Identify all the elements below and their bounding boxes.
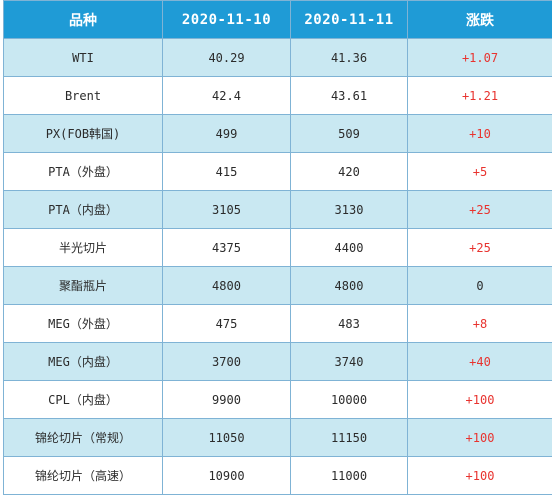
cell-change: +100 bbox=[407, 380, 552, 419]
cell-product: 聚酯瓶片 bbox=[3, 266, 163, 305]
cell-product: MEG（内盘） bbox=[3, 342, 163, 381]
cell-change: +10 bbox=[407, 114, 552, 153]
cell-change: +1.07 bbox=[407, 38, 552, 77]
table-row: MEG（外盘） 475 483 +8 bbox=[3, 304, 552, 343]
cell-change: 0 bbox=[407, 266, 552, 305]
cell-change: +40 bbox=[407, 342, 552, 381]
table-row: WTI 40.29 41.36 +1.07 bbox=[3, 38, 552, 77]
table-row: 锦纶切片（常规） 11050 11150 +100 bbox=[3, 418, 552, 457]
cell-price-date-1: 415 bbox=[162, 152, 291, 191]
cell-product: PTA（外盘） bbox=[3, 152, 163, 191]
cell-product: WTI bbox=[3, 38, 163, 77]
cell-price-date-2: 420 bbox=[290, 152, 408, 191]
cell-product: Brent bbox=[3, 76, 163, 115]
table-row: PTA（内盘） 3105 3130 +25 bbox=[3, 190, 552, 229]
cell-change: +100 bbox=[407, 418, 552, 457]
cell-price-date-1: 475 bbox=[162, 304, 291, 343]
cell-product: 锦纶切片（常规） bbox=[3, 418, 163, 457]
cell-product: MEG（外盘） bbox=[3, 304, 163, 343]
cell-change: +8 bbox=[407, 304, 552, 343]
cell-price-date-1: 499 bbox=[162, 114, 291, 153]
header-change: 涨跌 bbox=[407, 0, 552, 39]
table-row: Brent 42.4 43.61 +1.21 bbox=[3, 76, 552, 115]
price-table-container: 品种 2020-11-10 2020-11-11 涨跌 WTI 40.29 41… bbox=[3, 0, 552, 500]
table-row: 锦纶切片（高速） 10900 11000 +100 bbox=[3, 456, 552, 495]
cell-price-date-2: 509 bbox=[290, 114, 408, 153]
cell-price-date-2: 3130 bbox=[290, 190, 408, 229]
cell-price-date-1: 40.29 bbox=[162, 38, 291, 77]
cell-price-date-1: 11050 bbox=[162, 418, 291, 457]
table-header: 品种 2020-11-10 2020-11-11 涨跌 bbox=[3, 0, 552, 39]
cell-product: PX(FOB韩国) bbox=[3, 114, 163, 153]
cell-price-date-1: 4375 bbox=[162, 228, 291, 267]
cell-product: PTA（内盘） bbox=[3, 190, 163, 229]
cell-change: +1.21 bbox=[407, 76, 552, 115]
cell-price-date-1: 3700 bbox=[162, 342, 291, 381]
header-row: 品种 2020-11-10 2020-11-11 涨跌 bbox=[3, 0, 552, 39]
cell-price-date-2: 3740 bbox=[290, 342, 408, 381]
cell-price-date-2: 10000 bbox=[290, 380, 408, 419]
cell-product: 半光切片 bbox=[3, 228, 163, 267]
cell-product: CPL（内盘） bbox=[3, 380, 163, 419]
cell-change: +5 bbox=[407, 152, 552, 191]
header-product: 品种 bbox=[3, 0, 163, 39]
cell-price-date-1: 3105 bbox=[162, 190, 291, 229]
table-row: 半光切片 4375 4400 +25 bbox=[3, 228, 552, 267]
cell-price-date-1: 10900 bbox=[162, 456, 291, 495]
table-row: 聚酯瓶片 4800 4800 0 bbox=[3, 266, 552, 305]
cell-price-date-2: 41.36 bbox=[290, 38, 408, 77]
cell-price-date-2: 483 bbox=[290, 304, 408, 343]
cell-change: +25 bbox=[407, 228, 552, 267]
cell-price-date-2: 11000 bbox=[290, 456, 408, 495]
cell-change: +25 bbox=[407, 190, 552, 229]
cell-price-date-1: 9900 bbox=[162, 380, 291, 419]
cell-product: 锦纶切片（高速） bbox=[3, 456, 163, 495]
cell-price-date-2: 43.61 bbox=[290, 76, 408, 115]
header-date-2: 2020-11-11 bbox=[290, 0, 408, 39]
cell-price-date-2: 4400 bbox=[290, 228, 408, 267]
cell-change: +100 bbox=[407, 456, 552, 495]
price-table: 品种 2020-11-10 2020-11-11 涨跌 WTI 40.29 41… bbox=[3, 0, 552, 495]
cell-price-date-1: 42.4 bbox=[162, 76, 291, 115]
table-row: CPL（内盘） 9900 10000 +100 bbox=[3, 380, 552, 419]
table-row: MEG（内盘） 3700 3740 +40 bbox=[3, 342, 552, 381]
cell-price-date-1: 4800 bbox=[162, 266, 291, 305]
table-body: WTI 40.29 41.36 +1.07 Brent 42.4 43.61 +… bbox=[3, 38, 552, 495]
table-row: PTA（外盘） 415 420 +5 bbox=[3, 152, 552, 191]
table-row: PX(FOB韩国) 499 509 +10 bbox=[3, 114, 552, 153]
cell-price-date-2: 4800 bbox=[290, 266, 408, 305]
header-date-1: 2020-11-10 bbox=[162, 0, 291, 39]
cell-price-date-2: 11150 bbox=[290, 418, 408, 457]
